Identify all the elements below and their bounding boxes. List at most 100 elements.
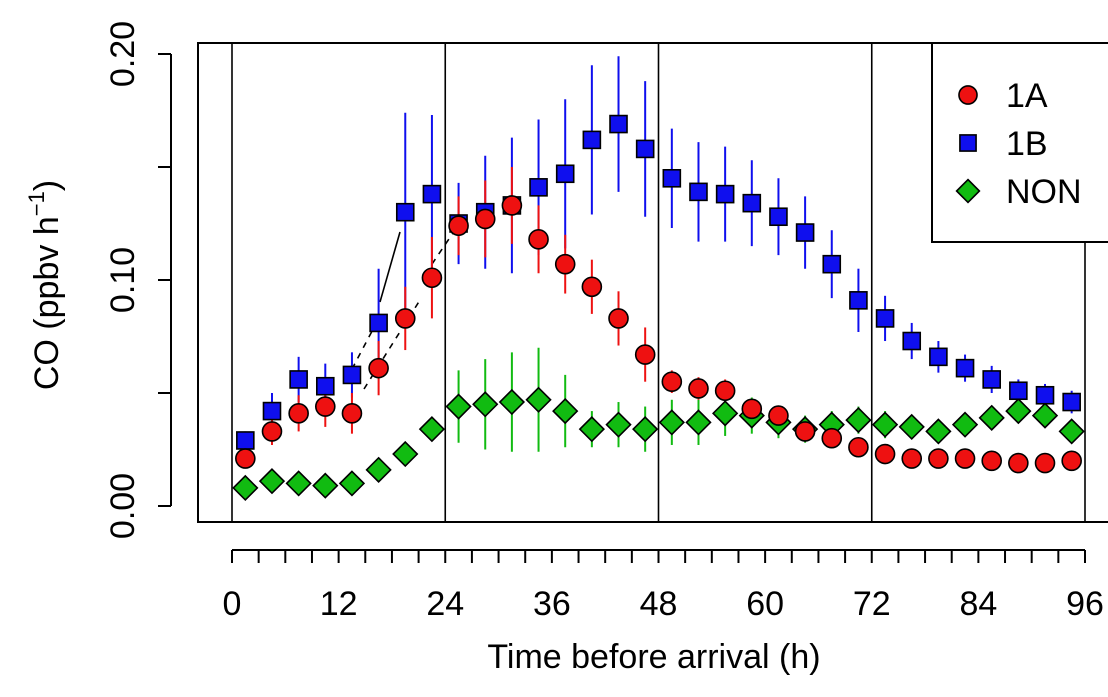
data-point-NON — [525, 386, 552, 413]
x-axis-title: Time before arrival (h) — [487, 638, 820, 676]
data-point-1B — [742, 193, 762, 213]
data-point-1B — [342, 365, 362, 385]
data-point-1B — [395, 202, 415, 222]
data-point-1A — [634, 344, 656, 365]
data-point-1A — [901, 448, 923, 469]
data-point-1B — [875, 309, 895, 328]
data-point-1A — [554, 253, 576, 275]
x-axis: 0 12 24 36 48 60 72 84 96 — [223, 549, 1104, 623]
plot-frame — [197, 42, 1108, 523]
x-tick-label: 60 — [746, 585, 784, 623]
data-point-NON — [951, 411, 979, 438]
data-point-NON — [258, 468, 286, 495]
data-point-1A — [474, 208, 496, 230]
data-point-1A — [874, 443, 896, 465]
data-point-1A — [1008, 452, 1029, 474]
data-point-NON — [338, 470, 366, 497]
legend-marker-NON — [955, 178, 981, 204]
data-point-1A — [528, 229, 549, 250]
x-tick-label: 0 — [223, 585, 242, 623]
data-point-1A — [448, 215, 469, 237]
data-point-1B — [715, 184, 735, 204]
data-point-1B — [635, 139, 655, 159]
x-tick-label: 12 — [320, 585, 358, 623]
data-point-NON — [392, 440, 419, 468]
data-point-NON — [605, 411, 632, 438]
data-point-1A — [261, 421, 283, 442]
data-point-1A — [235, 448, 256, 469]
y-tick-label: 0.10 — [104, 247, 142, 313]
data-point-NON — [898, 413, 925, 441]
x-tick-label: 72 — [853, 585, 891, 623]
data-point-1A — [821, 427, 843, 449]
data-point-1A — [954, 448, 976, 469]
data-point-NON — [632, 416, 659, 443]
y-axis: 0.00 0.10 0.20 — [104, 21, 172, 539]
data-point-NON — [312, 472, 339, 499]
dashed-connector — [431, 229, 456, 265]
legend-label-NON: NON — [1006, 173, 1082, 211]
data-point-NON — [552, 397, 579, 425]
data-point-NON — [285, 470, 312, 497]
legend-label-1B: 1B — [1006, 125, 1048, 163]
data-point-1A — [741, 398, 763, 420]
data-point-1B — [529, 178, 548, 197]
data-point-1A — [608, 308, 629, 329]
data-point-NON — [578, 416, 605, 443]
data-point-1B — [609, 114, 628, 134]
data-point-NON — [1031, 402, 1059, 429]
data-point-1B — [662, 169, 682, 188]
data-point-1B — [1035, 385, 1055, 405]
data-point-1B — [795, 223, 815, 242]
data-point-NON — [685, 409, 712, 436]
data-point-1A — [1034, 452, 1056, 474]
x-tick-label: 48 — [640, 585, 678, 623]
data-point-1A — [688, 378, 709, 399]
y-axis-title: CO (ppbv h−1) — [24, 180, 66, 390]
data-point-1B — [1062, 392, 1081, 412]
legend-marker-1A — [958, 85, 978, 105]
data-point-NON — [845, 406, 872, 434]
data-point-1B — [822, 254, 842, 274]
data-point-NON — [418, 416, 446, 443]
data-point-1A — [368, 357, 389, 379]
data-point-1A — [794, 421, 816, 442]
data-point-1A — [768, 405, 789, 426]
data-point-1B — [1009, 381, 1028, 401]
data-point-1B — [315, 376, 335, 396]
data-point-1B — [982, 370, 1002, 389]
solid-connector — [379, 231, 401, 303]
data-point-NON — [445, 393, 472, 420]
x-tick-label: 36 — [533, 585, 571, 623]
data-point-1B — [369, 313, 388, 333]
data-point-1B — [236, 431, 255, 450]
x-tick-label: 96 — [1066, 585, 1104, 623]
data-point-NON — [712, 400, 739, 427]
y-axis-title-close: ) — [28, 180, 66, 191]
y-axis-title-main: CO (ppbv h — [28, 216, 66, 390]
data-point-NON — [658, 409, 685, 436]
data-point-NON — [925, 418, 952, 445]
data-point-NON — [472, 391, 499, 418]
data-point-1A — [661, 371, 683, 393]
data-point-1B — [262, 401, 282, 421]
data-point-1B — [902, 331, 922, 351]
data-point-1A — [394, 308, 416, 329]
data-point-1A — [848, 436, 869, 458]
data-point-1A — [714, 380, 736, 402]
data-point-NON — [232, 474, 259, 502]
data-point-1A — [581, 276, 603, 298]
y-tick-label: 0.00 — [104, 473, 142, 539]
x-tick-label: 24 — [426, 585, 464, 623]
data-point-NON — [871, 411, 899, 438]
data-point-1A — [501, 195, 523, 216]
data-point-1B — [929, 347, 948, 367]
data-point-1A — [341, 403, 363, 424]
data-point-1B — [582, 130, 602, 150]
data-point-1A — [288, 403, 309, 424]
data-point-1A — [928, 448, 949, 469]
x-tick-label: 84 — [959, 585, 997, 623]
y-axis-title-exponent: −1 — [24, 191, 49, 216]
data-point-1B — [769, 207, 788, 227]
